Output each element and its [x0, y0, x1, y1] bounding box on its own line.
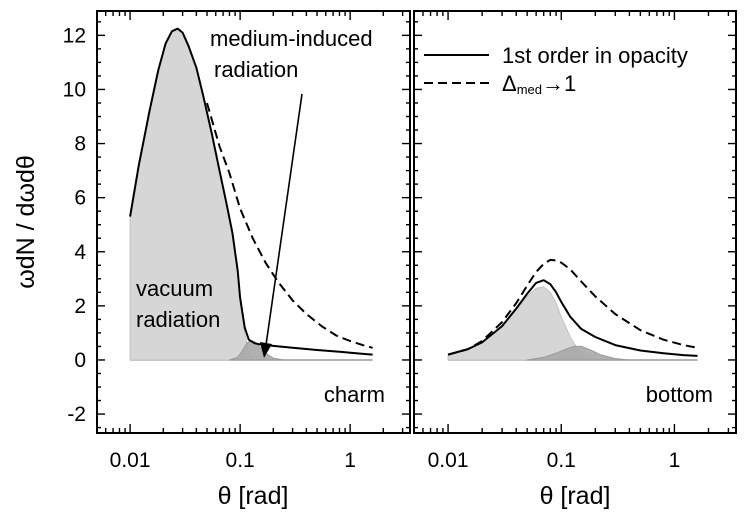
x-tick-label: 0.01	[110, 449, 151, 472]
x-axis-title-left: θ [rad]	[218, 482, 289, 510]
x-tick-labels: 0.01 0.1 1 0.01 0.1 1	[110, 449, 681, 472]
y-tick-label: 0	[74, 349, 86, 372]
y-tick-labels: -2 0 2 4 6 8 10 12	[63, 24, 87, 426]
axis-ticks	[96, 11, 736, 433]
bottom-plot-area	[447, 258, 698, 361]
annotation-arrow-shaft	[265, 93, 303, 346]
annotation-medium-induced: medium-induced	[210, 26, 373, 51]
bottom-series-1st-order-in-opacity	[447, 279, 698, 357]
y-axis-title: ωdN / dωdθ	[12, 155, 40, 289]
charm-series-1st-order-in-opacity	[129, 27, 373, 356]
annotation-radiation-vacuum: radiation	[136, 307, 220, 332]
charm-series--med-1	[206, 102, 373, 349]
y-tick-label: 6	[74, 187, 86, 210]
panel-frame-charm	[96, 10, 411, 434]
y-tick-label: 8	[74, 133, 86, 156]
y-tick-label: -2	[67, 403, 86, 426]
y-tick-label: 2	[74, 295, 86, 318]
x-tick-label: 0.1	[226, 449, 255, 472]
panel-frame-bottom	[413, 10, 737, 434]
y-tick-label: 10	[63, 78, 86, 101]
x-tick-label: 1	[669, 449, 681, 472]
x-axis-title-right: θ [rad]	[540, 482, 611, 510]
x-tick-label: 0.1	[547, 449, 576, 472]
y-tick-label: 4	[74, 241, 86, 264]
charm-plot-area	[129, 27, 373, 361]
x-tick-label: 1	[344, 449, 356, 472]
annotation-radiation-medium: radiation	[214, 57, 298, 82]
panel-label-bottom: bottom	[646, 382, 713, 407]
legend-label-solid: 1st order in opacity	[502, 43, 688, 68]
x-tick-label: 0.01	[428, 449, 469, 472]
bottom-series-medium-induced-radiation	[526, 345, 630, 361]
panel-label-charm: charm	[324, 382, 385, 407]
annotation-vacuum: vacuum	[136, 276, 213, 301]
legend-label-dashed: Δmed→1	[502, 71, 576, 97]
y-tick-label: 12	[63, 24, 86, 47]
bottom-series--med-1	[447, 258, 698, 356]
annotation-arrow-head	[260, 342, 272, 358]
charm-series-medium-induced-radiation	[229, 340, 285, 361]
